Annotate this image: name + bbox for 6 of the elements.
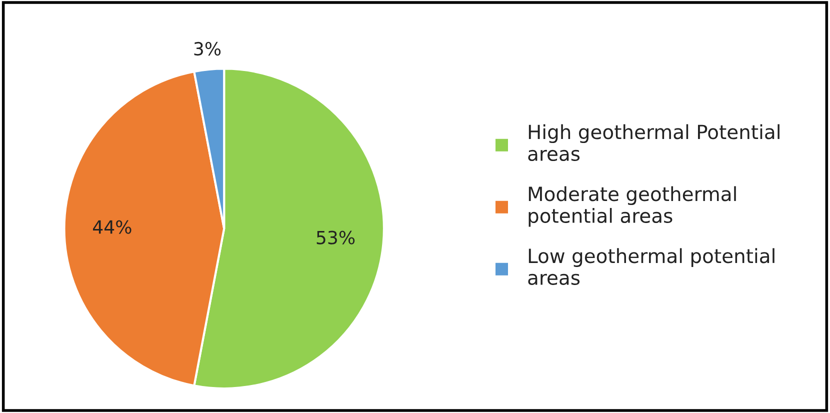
data-label: 44%	[93, 220, 132, 234]
legend-label: Moderate geothermal potential areas	[528, 186, 736, 227]
data-label: 3%	[194, 42, 221, 56]
legend-label: High geothermal Potential areas	[528, 124, 780, 162]
legend-label: Low geothermal potential areas	[528, 248, 774, 286]
data-label: 53%	[316, 230, 355, 244]
